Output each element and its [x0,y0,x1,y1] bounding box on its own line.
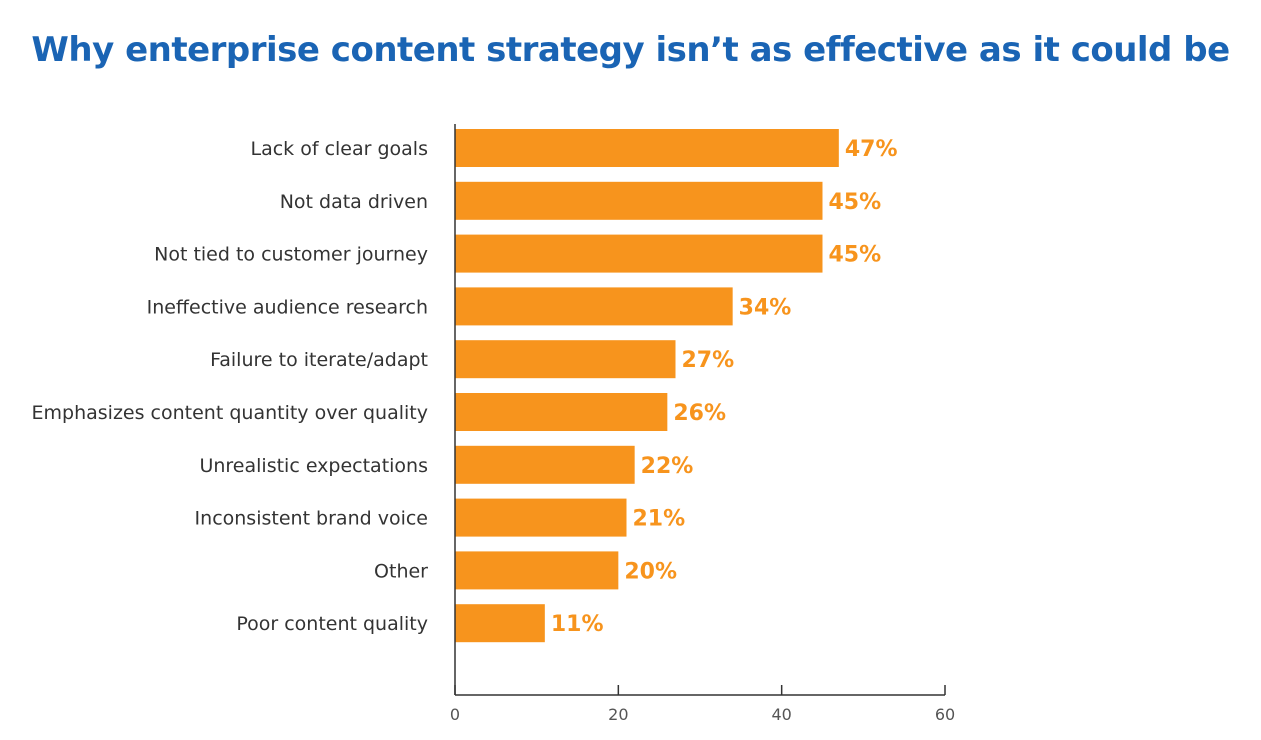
bar-8 [455,498,627,537]
bar-6 [455,393,668,431]
category-label-2: Not data driven [280,191,428,213]
category-label-5: Failure to iterate/adapt [210,349,428,371]
value-label-7: 22% [641,454,694,479]
category-label-6: Emphasizes content quantity over quality [32,402,428,424]
bar-7 [455,445,635,484]
bars-layer [455,129,839,643]
chart-title: Why enterprise content strategy isn’t as… [31,30,1230,70]
value-label-9: 20% [624,559,677,584]
value-label-10: 11% [551,612,604,637]
x-tick-label-40: 40 [771,705,791,724]
bar-1 [455,129,839,167]
value-label-1: 47% [845,137,898,162]
bar-3 [455,234,823,273]
value-label-6: 26% [673,401,726,426]
axis-layer: 0 20 40 60 [450,124,955,724]
category-label-1: Lack of clear goals [251,138,429,160]
bar-4 [455,287,733,326]
bar-9 [455,551,619,590]
category-label-10: Poor content quality [236,613,428,635]
value-label-3: 45% [829,243,882,268]
bar-10 [455,604,545,643]
category-label-3: Not tied to customer journey [154,244,428,266]
bar-2 [455,181,823,220]
bar-5 [455,340,676,379]
category-label-9: Other [374,560,428,582]
x-tick-label-0: 0 [450,705,460,724]
value-label-2: 45% [829,190,882,215]
value-labels-layer: 47% 45% 45% 34% 27% 26% 22% 21% 20% 11% [551,137,898,637]
category-label-8: Inconsistent brand voice [195,508,428,530]
x-tick-label-60: 60 [935,705,955,724]
category-label-7: Unrealistic expectations [199,455,428,477]
value-label-4: 34% [739,295,792,320]
x-tick-label-20: 20 [608,705,628,724]
value-label-5: 27% [682,348,735,373]
category-label-4: Ineffective audience research [147,296,428,318]
value-label-8: 21% [633,507,686,532]
category-labels-layer: Lack of clear goals Not data driven Not ti… [32,138,429,635]
